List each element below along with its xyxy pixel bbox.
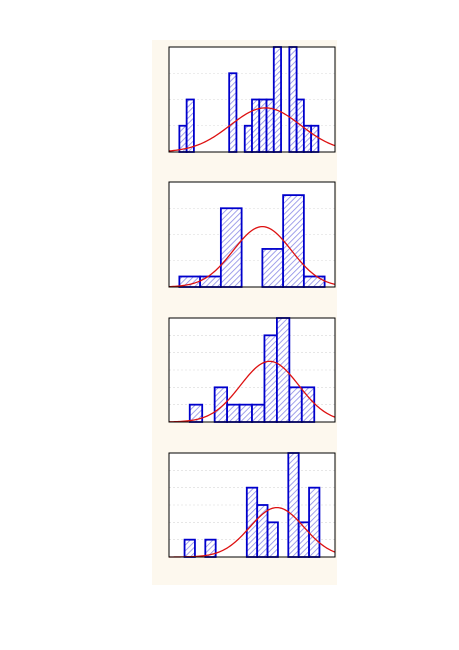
histogram-bar [310, 124, 320, 153]
histogram-bar [185, 98, 195, 153]
histogram-bar [288, 386, 303, 423]
normal-curve [169, 506, 336, 558]
histogram-bar [263, 334, 278, 423]
histogram-bar [251, 403, 266, 423]
histogram-4 [168, 452, 336, 558]
histogram-bar [213, 386, 228, 423]
histogram-bar [261, 248, 285, 288]
histogram-bar [275, 317, 291, 423]
histogram-bar [256, 504, 269, 558]
histogram-bar [288, 46, 298, 153]
histogram-bar [183, 538, 196, 558]
plot-frame [168, 181, 336, 288]
normal-curve [168, 107, 336, 152]
histogram-3 [168, 317, 336, 423]
normal-curve [168, 360, 336, 423]
histogram-1 [168, 46, 336, 153]
histogram-bar [245, 486, 259, 558]
histogram-bar [251, 98, 261, 153]
histogram-bar [243, 124, 253, 153]
histogram-bar [282, 194, 305, 288]
plot-frame [168, 452, 336, 558]
plot-frame [168, 317, 336, 423]
histogram-bar [287, 452, 300, 558]
histogram-bar [300, 386, 316, 423]
histogram-bar [272, 46, 282, 153]
histogram-bar [302, 275, 326, 288]
histogram-bar [308, 486, 321, 558]
histogram-bar [295, 98, 305, 153]
histogram-bar [228, 72, 238, 153]
histogram-bar [266, 521, 279, 558]
normal-curve [168, 225, 336, 288]
plot-frame [168, 46, 336, 153]
histogram-bar [219, 207, 243, 288]
histogram-bar [199, 275, 222, 288]
histogram-2 [168, 181, 336, 288]
histogram-bar [226, 403, 241, 423]
histogram-bar [238, 403, 253, 423]
